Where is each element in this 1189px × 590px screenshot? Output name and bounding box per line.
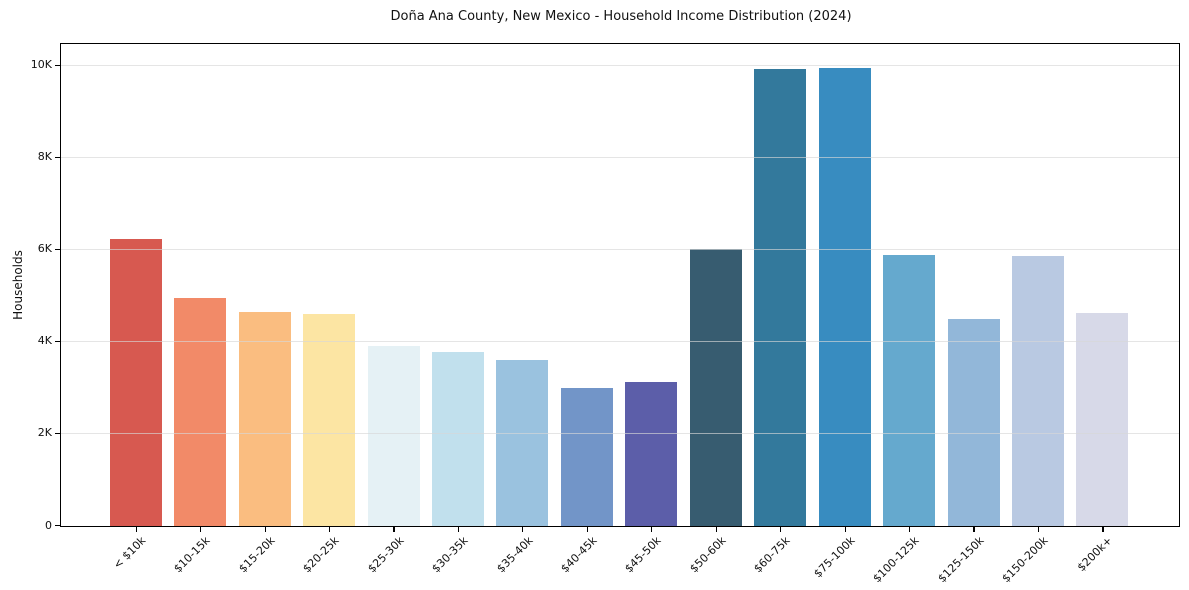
x-tick-mark — [715, 527, 717, 532]
x-tick-mark — [135, 527, 137, 532]
bar — [625, 382, 678, 526]
y-tick-label: 4K — [37, 334, 52, 348]
x-tick-label: $35-40k — [493, 534, 536, 576]
y-tick-label: 6K — [37, 242, 52, 256]
bar — [1076, 313, 1129, 526]
x-tick-label: $100-125k — [870, 534, 922, 586]
x-tick-label: $150-200k — [999, 534, 1051, 586]
x-tick-label: $15-20k — [236, 534, 278, 576]
x-tick-mark — [200, 527, 202, 532]
y-tick-mark — [55, 524, 60, 527]
x-tick-label: $50-60k — [687, 534, 729, 576]
bar — [754, 68, 807, 526]
x-tick-label: $40-45k — [558, 534, 600, 576]
y-tick-mark — [55, 64, 60, 66]
y-tick-mark — [55, 432, 60, 434]
y-tick-label: 0 — [45, 518, 52, 532]
bar — [109, 238, 162, 526]
bar — [1012, 255, 1064, 526]
x-tick-label: $20-25k — [300, 534, 342, 576]
x-tick-mark — [1102, 527, 1104, 532]
x-tick-mark — [457, 527, 459, 532]
bar — [367, 345, 420, 526]
x-tick-label: $25-30k — [364, 534, 407, 576]
x-tick-label: $30-35k — [429, 534, 471, 576]
x-tick-label: $10-15k — [171, 534, 213, 576]
gridline — [61, 341, 1179, 343]
gridline — [61, 65, 1179, 67]
bar — [883, 254, 936, 526]
y-tick-label: 8K — [37, 150, 52, 164]
gridline — [61, 249, 1179, 251]
gridline — [61, 157, 1179, 159]
bar — [947, 318, 1000, 526]
x-tick-mark — [651, 527, 653, 532]
x-tick-label: < $10k — [110, 534, 149, 572]
x-tick-mark — [844, 527, 846, 532]
x-tick-mark — [973, 527, 975, 532]
gridline — [61, 433, 1179, 435]
x-tick-mark — [393, 527, 395, 532]
bar — [818, 68, 871, 526]
x-tick-mark — [328, 527, 331, 532]
chart-title: Doña Ana County, New Mexico - Household … — [390, 9, 852, 24]
x-tick-mark — [264, 527, 266, 532]
y-axis-label: Households — [11, 250, 25, 320]
bar — [560, 388, 613, 526]
y-tick-mark — [55, 248, 60, 250]
x-tick-label: $45-50k — [622, 534, 665, 576]
bar — [238, 312, 291, 526]
y-tick-mark — [55, 156, 60, 158]
x-tick-mark — [1037, 527, 1040, 532]
y-tick-mark — [55, 340, 60, 342]
bar — [689, 248, 742, 526]
plot-area — [60, 43, 1180, 527]
bar — [174, 297, 227, 526]
x-tick-mark — [909, 527, 911, 532]
x-tick-label: $60-75k — [751, 534, 793, 576]
x-tick-label: $75-100k — [811, 534, 858, 581]
y-tick-label: 10K — [30, 58, 52, 72]
x-tick-mark — [586, 527, 588, 532]
y-tick-label: 2K — [37, 426, 52, 440]
x-tick-mark — [522, 527, 524, 532]
bar — [303, 313, 356, 526]
x-tick-label: $125-150k — [935, 534, 987, 586]
x-tick-mark — [780, 527, 782, 532]
bar — [496, 359, 549, 526]
x-tick-label: $200k+ — [1075, 534, 1116, 575]
bar — [431, 351, 484, 526]
